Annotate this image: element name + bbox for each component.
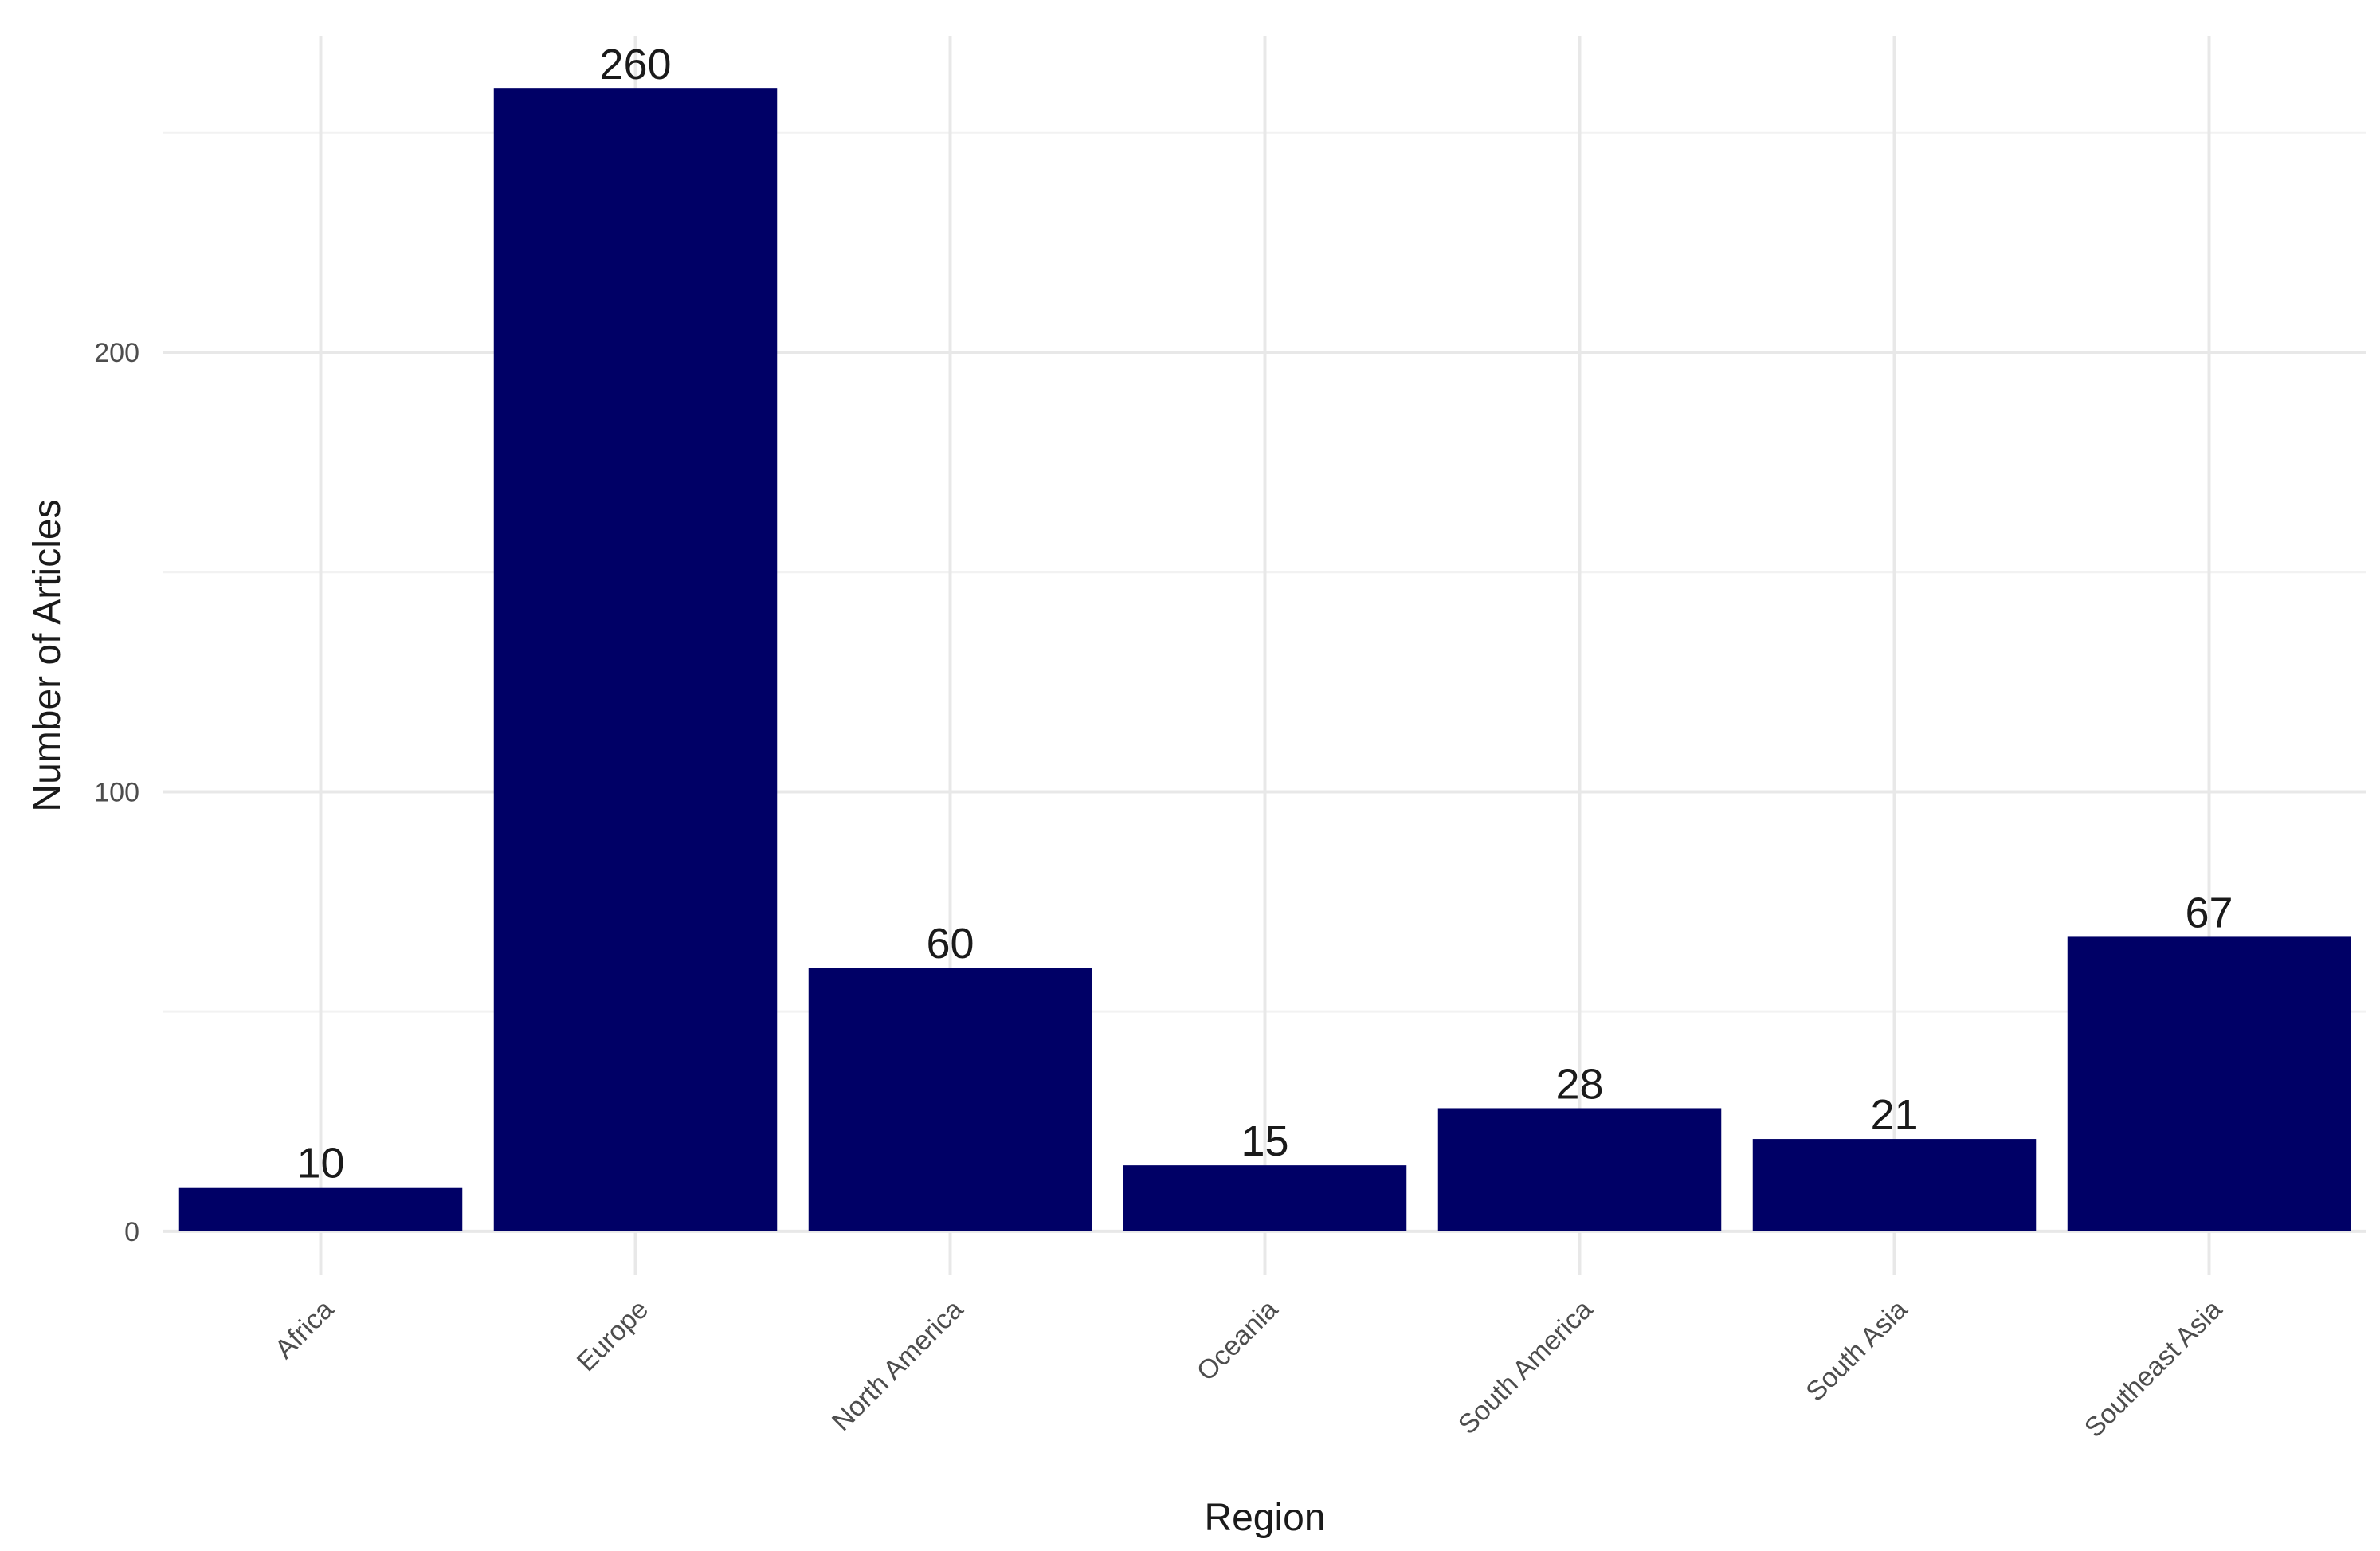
- bar-southeast-asia: [2067, 936, 2351, 1231]
- bar-oceania: [1123, 1165, 1407, 1231]
- data-label: 10: [296, 1140, 344, 1188]
- bar-south-asia: [1752, 1139, 2037, 1231]
- y-axis-title: Number of Articles: [26, 499, 69, 811]
- data-label: 260: [599, 41, 671, 88]
- x-axis-title: Region: [1204, 1497, 1325, 1539]
- x-tick-label: South Asia: [1800, 1294, 1913, 1408]
- bar-north-america: [808, 968, 1092, 1231]
- data-labels: 10 260 60 15 28 21 67: [296, 41, 2233, 1188]
- data-label: 21: [1870, 1091, 1918, 1139]
- x-axis-ticks: Africa Europe North America Oceania South Am…: [269, 1294, 2228, 1443]
- data-label: 28: [1555, 1060, 1603, 1108]
- x-tick-label: Oceania: [1191, 1294, 1284, 1387]
- x-tick-label: South America: [1453, 1294, 1598, 1440]
- x-tick-label: Africa: [269, 1294, 339, 1364]
- y-axis-ticks: 0 100 200: [94, 338, 139, 1247]
- data-label: 15: [1241, 1117, 1288, 1165]
- bar-south-america: [1437, 1108, 1722, 1231]
- data-label: 67: [2185, 889, 2233, 936]
- x-tick-label: North America: [826, 1294, 969, 1437]
- y-tick-label: 100: [94, 777, 139, 807]
- data-label: 60: [926, 920, 974, 968]
- y-tick-label: 0: [124, 1217, 139, 1247]
- bars: [178, 88, 2351, 1231]
- x-tick-label: Southeast Asia: [2079, 1294, 2228, 1443]
- x-tick-label: Europe: [571, 1294, 654, 1377]
- bar-africa: [178, 1187, 463, 1231]
- y-tick-label: 200: [94, 338, 139, 368]
- bar-europe: [493, 88, 778, 1231]
